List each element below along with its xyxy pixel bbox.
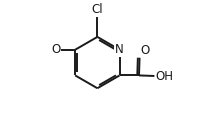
Text: N: N [115,43,124,56]
Text: OH: OH [155,70,173,83]
Text: O: O [141,44,150,57]
Text: Cl: Cl [91,3,103,16]
Text: O: O [51,43,60,56]
